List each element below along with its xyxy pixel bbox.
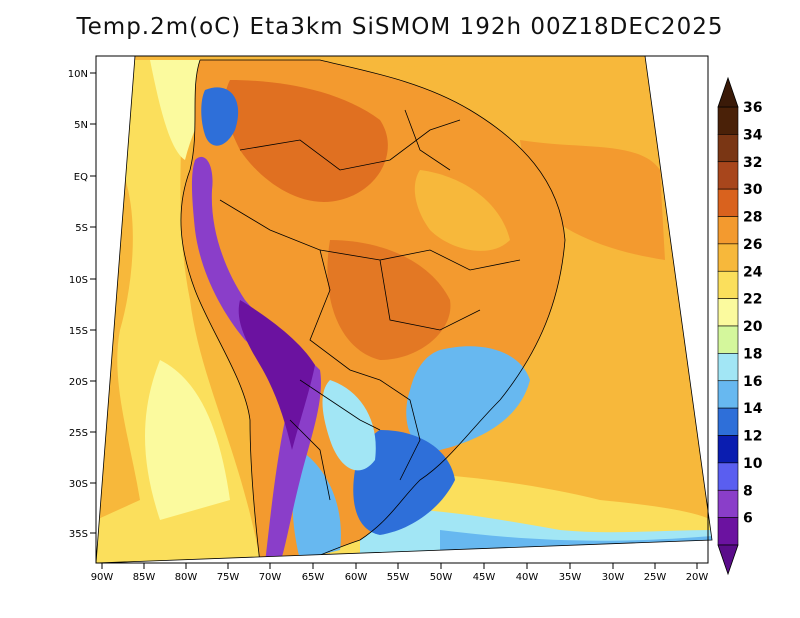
lon-label: 25W [644, 572, 667, 583]
colorbar-label: 10 [743, 456, 763, 472]
lon-label: 55W [387, 572, 410, 583]
colorbar-label: 30 [743, 182, 763, 198]
lon-label: 35W [559, 572, 582, 583]
lon-label: 60W [345, 572, 368, 583]
longitude-axis: 90W 85W 80W 75W 70W 65W 60W 55W 50W 45W … [91, 563, 709, 583]
colorbar-segment [717, 489, 739, 518]
central-hot-patch [327, 240, 451, 360]
colorbar-segment [717, 517, 739, 546]
border-brazil-south [379, 379, 421, 481]
colorbar-segment [717, 462, 739, 491]
lat-label: 25S [69, 428, 88, 439]
amazon-hot-patch [224, 80, 388, 202]
south-brazil-cold [353, 430, 455, 535]
border-north [239, 119, 461, 171]
border-brazil-west [219, 199, 381, 381]
state-lines-1 [319, 249, 521, 271]
lon-label: 85W [133, 572, 156, 583]
colorbar-label: 22 [743, 292, 762, 308]
colorbar-label: 6 [743, 511, 753, 527]
colorbar-label: 32 [743, 155, 762, 171]
lon-label: 75W [217, 572, 240, 583]
andes-cold-ridge [191, 156, 321, 563]
border-argentina [289, 419, 331, 501]
colorbar-segment [717, 435, 739, 464]
colorbar-label: 34 [743, 127, 763, 143]
lon-label: 40W [516, 572, 539, 583]
lon-label: 70W [259, 572, 282, 583]
colorbar-segment [717, 161, 739, 190]
colorbar-segment [717, 270, 739, 299]
colorbar-segment [717, 407, 739, 436]
lat-label: 35S [69, 529, 88, 540]
plot-frame [95, 55, 709, 564]
colorbar-label: 36 [743, 100, 762, 116]
colorbar-label: 16 [743, 374, 762, 390]
colorbar-top-arrow [717, 76, 739, 108]
colorbar-label: 8 [743, 483, 753, 499]
colombia-andes-cold [201, 87, 239, 146]
colorbar-label: 26 [743, 237, 762, 253]
border-guianas [404, 109, 451, 171]
lon-label: 65W [302, 572, 325, 583]
colorbar-segment [717, 188, 739, 217]
southeast-cool [406, 346, 530, 451]
lat-label: 5S [75, 223, 88, 234]
lon-label: 45W [473, 572, 496, 583]
lat-label: EQ [74, 172, 88, 183]
lat-label: 20S [69, 377, 88, 388]
colorbar-segment [717, 243, 739, 272]
colorbar-segment [717, 134, 739, 163]
lon-label: 20W [686, 572, 709, 583]
lon-label: 50W [430, 572, 453, 583]
pacific-cool-band [96, 60, 260, 563]
lon-label: 30W [602, 572, 625, 583]
lat-label: 30S [69, 479, 88, 490]
colorbar-segment [717, 380, 739, 409]
colorbar-label: 20 [743, 319, 763, 335]
political-borders [180, 59, 566, 563]
atlantic-coastline [200, 59, 566, 563]
colorbar-bottom-arrow [717, 544, 739, 576]
lon-label: 90W [91, 572, 114, 583]
lat-label: 10N [68, 69, 88, 80]
patagonia-cool [292, 450, 341, 560]
colorbar-label: 24 [743, 264, 763, 280]
colorbar-segment [717, 353, 739, 382]
nordeste-patch [414, 170, 510, 251]
colorbar: 36 34 32 30 28 26 24 22 20 18 16 14 12 10 8 6 [717, 76, 763, 576]
border-paraguay [299, 379, 381, 431]
north-atlantic-warm [330, 56, 655, 150]
colorbar-segment [717, 106, 739, 135]
colorbar-segment [717, 216, 739, 245]
colorbar-label: 28 [743, 210, 762, 226]
colorbar-label: 14 [743, 401, 763, 417]
lat-label: 10S [69, 275, 88, 286]
colorbar-label: 12 [743, 429, 762, 445]
latitude-axis: 10N 5N EQ 5S 10S 15S 20S 25S 30S 35S [68, 69, 96, 540]
lat-label: 15S [69, 326, 88, 337]
chaco-cool [322, 380, 376, 471]
colorbar-label: 18 [743, 346, 762, 362]
state-lines-2 [379, 259, 481, 331]
lat-label: 5N [74, 120, 88, 131]
altiplano-coldest [238, 300, 315, 450]
pacific-coastline [180, 59, 261, 563]
colorbar-segment [717, 298, 739, 327]
chile-coast-cool [145, 360, 230, 520]
colorbar-segment [717, 325, 739, 354]
lon-label: 80W [175, 572, 198, 583]
temperature-field [96, 56, 712, 563]
map-title: Temp.2m(oC) Eta3km SiSMOM 192h 00Z18DEC2… [76, 14, 724, 40]
equatorial-atlantic-hot [520, 140, 665, 260]
